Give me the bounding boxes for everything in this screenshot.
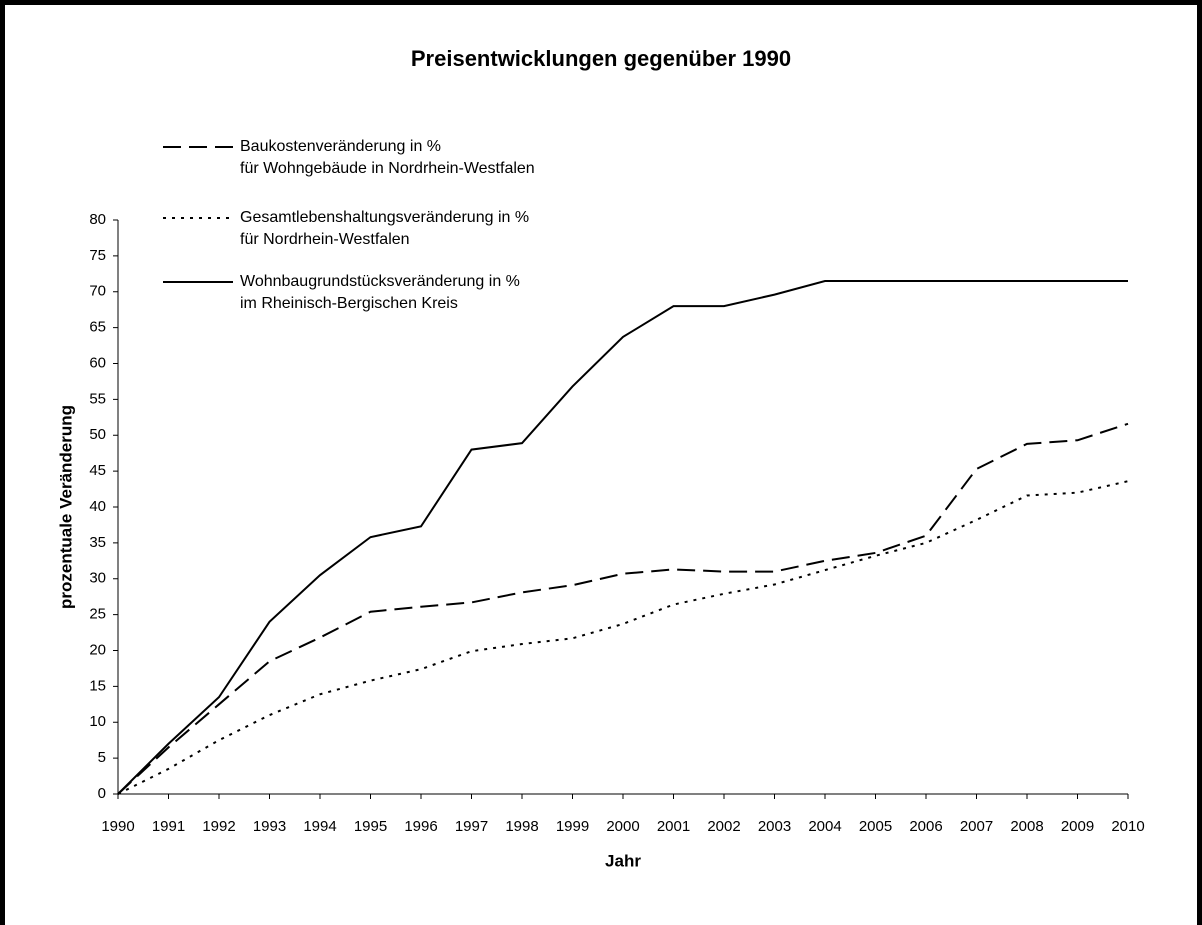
y-tick-label: 25 [89, 606, 106, 623]
y-tick-label: 50 [89, 426, 106, 443]
y-tick-label: 20 [89, 641, 106, 658]
x-tick-label: 1995 [354, 818, 387, 835]
y-tick-label: 80 [89, 211, 106, 228]
y-tick-label: 70 [89, 283, 106, 300]
x-tick-label: 2003 [758, 818, 791, 835]
y-tick-label: 65 [89, 319, 106, 336]
x-tick-label: 1996 [404, 818, 437, 835]
x-axis-label: Jahr [605, 851, 641, 870]
y-tick-label: 0 [98, 785, 106, 802]
legend-label: Gesamtlebenshaltungsveränderung in % für… [240, 209, 530, 248]
y-axis-label: prozentuale Veränderung [56, 405, 75, 609]
legend-label: Baukostenveränderung in % für Wohngebäud… [240, 138, 535, 177]
series-line [117, 422, 1129, 795]
x-tick-label: 2000 [606, 818, 639, 835]
y-tick-label: 60 [89, 354, 106, 371]
x-tick-label: 1990 [101, 818, 134, 835]
x-tick-label: 2009 [1061, 818, 1094, 835]
x-tick-label: 1998 [505, 818, 538, 835]
y-tick-label: 10 [89, 713, 106, 730]
y-tick-label: 30 [89, 570, 106, 587]
y-tick-label: 5 [98, 749, 106, 766]
x-tick-label: 2005 [859, 818, 892, 835]
y-tick-label: 75 [89, 247, 106, 264]
x-tick-label: 1992 [202, 818, 235, 835]
x-tick-label: 2008 [1010, 818, 1043, 835]
legend-label: Wohnbaugrundstücksveränderung in % im Rh… [240, 273, 520, 312]
y-tick-label: 40 [89, 498, 106, 515]
y-tick-label: 15 [89, 677, 106, 694]
y-tick-label: 35 [89, 534, 106, 551]
series-line [117, 480, 1129, 795]
x-tick-label: 1991 [152, 818, 185, 835]
y-tick-label: 45 [89, 462, 106, 479]
x-tick-label: 2006 [909, 818, 942, 835]
series-line [117, 279, 1128, 795]
x-tick-label: 2007 [960, 818, 993, 835]
y-tick-label: 55 [89, 390, 106, 407]
x-tick-label: 1994 [303, 818, 336, 835]
x-tick-label: 1997 [455, 818, 488, 835]
x-tick-label: 2001 [657, 818, 690, 835]
x-tick-label: 2010 [1111, 818, 1144, 835]
x-tick-label: 2002 [707, 818, 740, 835]
x-tick-label: 1999 [556, 818, 589, 835]
chart-title: Preisentwicklungen gegenüber 1990 [411, 46, 791, 71]
x-tick-label: 2004 [808, 818, 841, 835]
x-tick-label: 1993 [253, 818, 286, 835]
